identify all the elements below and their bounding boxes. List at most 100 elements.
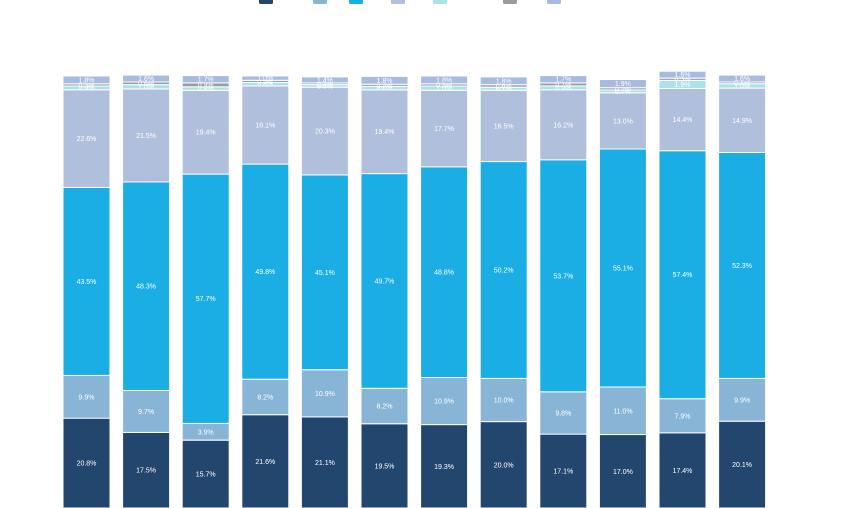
data-label: 19.4%: [375, 129, 395, 136]
data-label: 1.0%: [734, 83, 750, 90]
bar-segment: [598, 386, 647, 435]
data-label: 21.6%: [255, 459, 275, 466]
data-label: 0.8%: [377, 86, 393, 93]
data-label: 19.3%: [434, 464, 454, 471]
bar-segment: [181, 173, 230, 424]
data-label: 9.9%: [79, 394, 95, 401]
data-label: 17.0%: [613, 469, 633, 476]
bar-segment: [718, 74, 767, 83]
data-label: 0.6%: [317, 83, 333, 90]
data-label: 22.6%: [77, 136, 97, 143]
bar-segment: [360, 173, 409, 389]
data-label: 1.8%: [79, 77, 95, 84]
data-label: 20.8%: [77, 461, 97, 468]
bar-segment: [122, 88, 171, 183]
data-label: 43.5%: [77, 279, 97, 286]
data-label: 21.1%: [315, 460, 335, 467]
data-label: 1.9%: [615, 81, 631, 88]
data-label: 53.7%: [553, 273, 573, 280]
bar-segment: [539, 159, 588, 393]
data-label: 11.0%: [613, 408, 632, 415]
data-label: 0.5%: [257, 79, 273, 86]
bar-segment: [479, 76, 528, 86]
data-label: 16.2%: [553, 122, 573, 129]
data-label: 1.4%: [317, 77, 333, 84]
data-label: 0.7%: [496, 86, 512, 93]
data-label: 13.0%: [613, 118, 633, 125]
bar-segment: [420, 75, 469, 85]
bar-segment: [62, 417, 111, 508]
data-label: 9.9%: [734, 397, 750, 404]
bar-segment: [479, 161, 528, 379]
data-label: 19.5%: [375, 463, 395, 470]
data-label: 57.7%: [196, 296, 216, 303]
data-label: 20.3%: [315, 129, 335, 136]
bar-segment: [658, 70, 707, 79]
data-label: 48.8%: [434, 270, 454, 277]
data-label: 1.8%: [377, 78, 393, 85]
data-label: 14.9%: [732, 118, 752, 125]
bar-segment: [62, 89, 111, 188]
data-label: 1.0%: [138, 84, 154, 91]
data-label: 52.3%: [732, 263, 752, 270]
data-label: 14.4%: [673, 117, 693, 124]
data-label: 10.0%: [494, 398, 514, 405]
bar-segment: [62, 187, 111, 376]
bar-segment: [360, 89, 409, 175]
data-label: 0.7%: [555, 82, 571, 89]
legend-swatch: [313, 0, 327, 4]
bar-segment: [479, 377, 528, 423]
bar-segment: [241, 163, 290, 380]
data-label: 21.5%: [136, 133, 156, 140]
data-label: 8.2%: [377, 404, 393, 411]
data-label: 1.7%: [198, 77, 214, 84]
data-label: 1.7%: [555, 77, 571, 84]
data-label: 45.1%: [315, 270, 335, 277]
bar-segment: [539, 75, 588, 84]
data-label: 49.8%: [255, 269, 275, 276]
data-label: 9.8%: [555, 411, 571, 418]
data-label: 1.8%: [436, 77, 452, 84]
data-label: 0.9%: [79, 85, 95, 92]
data-label: 1.6%: [734, 76, 750, 83]
bar-segment: [62, 374, 111, 419]
data-label: 1.0%: [436, 86, 452, 93]
bar-segment: [300, 86, 349, 176]
data-label: 9.7%: [138, 409, 154, 416]
bar-segment: [718, 377, 767, 422]
data-label: 16.5%: [494, 123, 514, 130]
data-label: 0.5%: [377, 83, 393, 90]
bar-segment: [539, 433, 588, 508]
data-label: 55.1%: [613, 266, 633, 273]
bar-segment: [122, 390, 171, 433]
data-label: 20.1%: [732, 462, 752, 469]
bar-segment: [181, 89, 230, 175]
bar-segment: [598, 148, 647, 388]
data-label: 17.4%: [673, 468, 693, 475]
data-label: 48.3%: [136, 284, 156, 291]
data-label: 0.8%: [198, 86, 214, 93]
data-label: 50.2%: [494, 268, 514, 275]
data-label: 57.4%: [673, 272, 693, 279]
data-label: 1.8%: [496, 78, 512, 85]
data-label: 1.0%: [257, 76, 273, 83]
legend-swatch: [547, 0, 561, 4]
data-label: 1.6%: [675, 72, 691, 79]
data-label: 0.8%: [257, 82, 273, 89]
legend-swatch: [391, 0, 405, 4]
bar-segment: [122, 181, 171, 391]
bar-segment: [241, 378, 290, 416]
bar-segment: [718, 152, 767, 379]
bar-segment: [300, 369, 349, 418]
data-label: 20.0%: [494, 462, 514, 469]
bar-segment: [598, 434, 647, 508]
data-label: 0.5%: [675, 77, 691, 84]
bar-segment: [479, 421, 528, 508]
bar-segment: [658, 88, 707, 152]
bar-segment: [300, 174, 349, 371]
data-label: 0.5%: [436, 82, 452, 89]
bars: 20.8%9.9%43.5%22.6%0.9%0.5%1.8%17.5%9.7%…: [62, 70, 767, 508]
data-label: 0.6%: [138, 81, 154, 88]
data-label: 0.4%: [317, 81, 333, 88]
